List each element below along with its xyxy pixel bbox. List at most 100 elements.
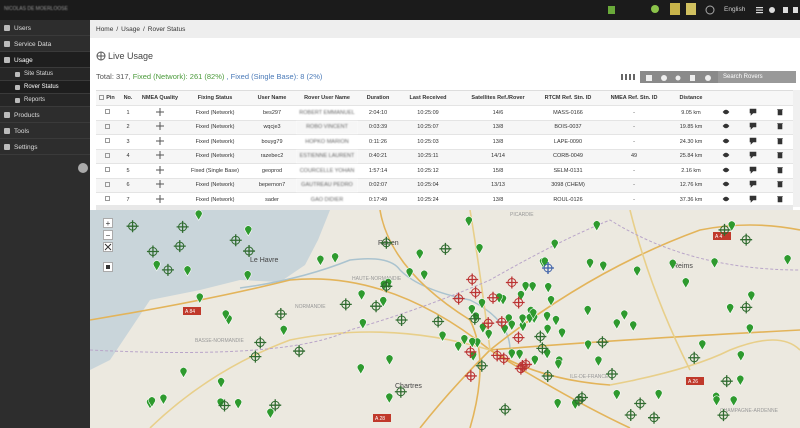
comment-icon[interactable] (749, 108, 757, 116)
station-marker[interactable] (536, 342, 549, 355)
trash-icon[interactable] (776, 151, 784, 159)
rover-pin[interactable] (515, 349, 524, 361)
rover-pin[interactable] (629, 320, 638, 332)
rover-pin[interactable] (553, 398, 562, 410)
station-marker[interactable] (254, 336, 267, 349)
rover-pin[interactable] (613, 318, 621, 330)
station-marker[interactable] (176, 220, 189, 233)
station-marker[interactable] (452, 292, 465, 305)
comment-icon[interactable] (749, 166, 757, 174)
rover-pin[interactable] (531, 355, 539, 367)
rover-pin[interactable] (654, 389, 663, 401)
rover-pin[interactable] (244, 225, 253, 237)
rover-pin[interactable] (746, 323, 754, 335)
rover-pin[interactable] (478, 298, 486, 310)
station-marker[interactable] (575, 391, 588, 404)
station-marker[interactable] (534, 330, 547, 343)
rover-pin[interactable] (465, 216, 473, 228)
rover-pin[interactable] (517, 290, 525, 302)
menu-item[interactable]: Tools (0, 123, 90, 139)
column-header[interactable]: Fixing Status (182, 91, 248, 106)
rover-pin[interactable] (385, 354, 394, 366)
rover-pin[interactable] (584, 339, 592, 351)
trash-icon[interactable] (776, 108, 784, 116)
eye-icon[interactable] (722, 166, 730, 174)
station-marker[interactable] (229, 234, 242, 247)
station-marker[interactable] (541, 369, 554, 382)
rover-pin[interactable] (583, 305, 592, 317)
rover-pin[interactable] (243, 270, 252, 282)
resize-handle[interactable] (96, 205, 793, 210)
rover-pin[interactable] (521, 281, 530, 293)
rover-pin[interactable] (454, 341, 463, 353)
rover-pin[interactable] (726, 303, 734, 315)
rover-pin[interactable] (183, 265, 192, 277)
trash-icon[interactable] (776, 137, 784, 145)
user-name[interactable]: NICOLAS DE MOERLOOSE (4, 6, 68, 12)
rover-pin[interactable] (507, 319, 516, 332)
station-marker[interactable] (339, 298, 352, 311)
rover-pin[interactable] (727, 220, 736, 232)
station-marker[interactable] (688, 351, 701, 364)
stop[interactable] (103, 262, 113, 272)
rover-pin[interactable] (379, 296, 388, 308)
comment-icon[interactable] (749, 151, 757, 159)
rover-pin[interactable] (592, 220, 601, 232)
station-marker[interactable] (514, 362, 527, 375)
rover-pin[interactable] (552, 315, 560, 327)
comment-icon[interactable] (749, 137, 757, 145)
menu-item[interactable]: Service Data (0, 36, 90, 52)
checkbox[interactable] (104, 181, 110, 187)
station-marker[interactable] (624, 409, 637, 422)
rover-pin[interactable] (543, 311, 551, 323)
rover-pin[interactable] (544, 282, 553, 294)
rover-pin[interactable] (194, 210, 203, 221)
trash-icon[interactable] (776, 195, 784, 203)
zoom-in[interactable]: + (103, 218, 113, 228)
station-marker[interactable] (505, 276, 518, 289)
station-marker[interactable] (512, 331, 525, 344)
rover-pin[interactable] (438, 330, 447, 343)
rover-pin[interactable] (216, 397, 225, 409)
column-header[interactable]: Duration (358, 91, 398, 106)
station-marker[interactable] (161, 263, 174, 276)
rover-pin[interactable] (148, 396, 156, 408)
column-toggle[interactable] (620, 72, 640, 82)
rover-pin[interactable] (783, 254, 792, 266)
rover-pin[interactable] (468, 304, 476, 316)
column-header[interactable]: Satellites Ref./Rover (458, 91, 538, 106)
station-marker[interactable] (475, 359, 488, 372)
station-marker[interactable] (718, 223, 731, 236)
rover-pin[interactable] (668, 259, 677, 271)
rover-pin[interactable] (468, 337, 477, 349)
station-marker[interactable] (596, 336, 609, 349)
rover-pin[interactable] (633, 265, 641, 278)
eye-icon[interactable] (722, 122, 730, 130)
rover-pin[interactable] (736, 374, 745, 387)
rover-pin[interactable] (594, 355, 603, 367)
fullscreen[interactable] (103, 242, 113, 252)
station-marker[interactable] (487, 291, 500, 304)
column-header[interactable]: Rover User Name (296, 91, 358, 106)
rover-pin[interactable] (554, 358, 563, 371)
station-marker[interactable] (542, 262, 554, 274)
rover-pin[interactable] (505, 313, 513, 325)
rover-pin[interactable] (558, 327, 566, 339)
comment-icon[interactable] (749, 195, 757, 203)
rover-pin[interactable] (221, 309, 230, 321)
rover-pin[interactable] (500, 323, 509, 336)
crumb[interactable]: Usage (121, 26, 140, 33)
rover-pin[interactable] (316, 255, 325, 267)
rover-pin[interactable] (710, 257, 719, 269)
rover-pin[interactable] (747, 290, 756, 302)
station-marker[interactable] (370, 300, 383, 313)
station-marker[interactable] (469, 286, 482, 299)
rover-pin[interactable] (279, 325, 288, 337)
rover-pin[interactable] (179, 367, 188, 379)
rover-pin[interactable] (712, 395, 721, 407)
station-marker[interactable] (380, 236, 393, 249)
station-marker[interactable] (516, 360, 529, 373)
rover-pin[interactable] (460, 334, 469, 346)
station-marker[interactable] (491, 349, 504, 362)
eye-icon[interactable] (722, 108, 730, 116)
